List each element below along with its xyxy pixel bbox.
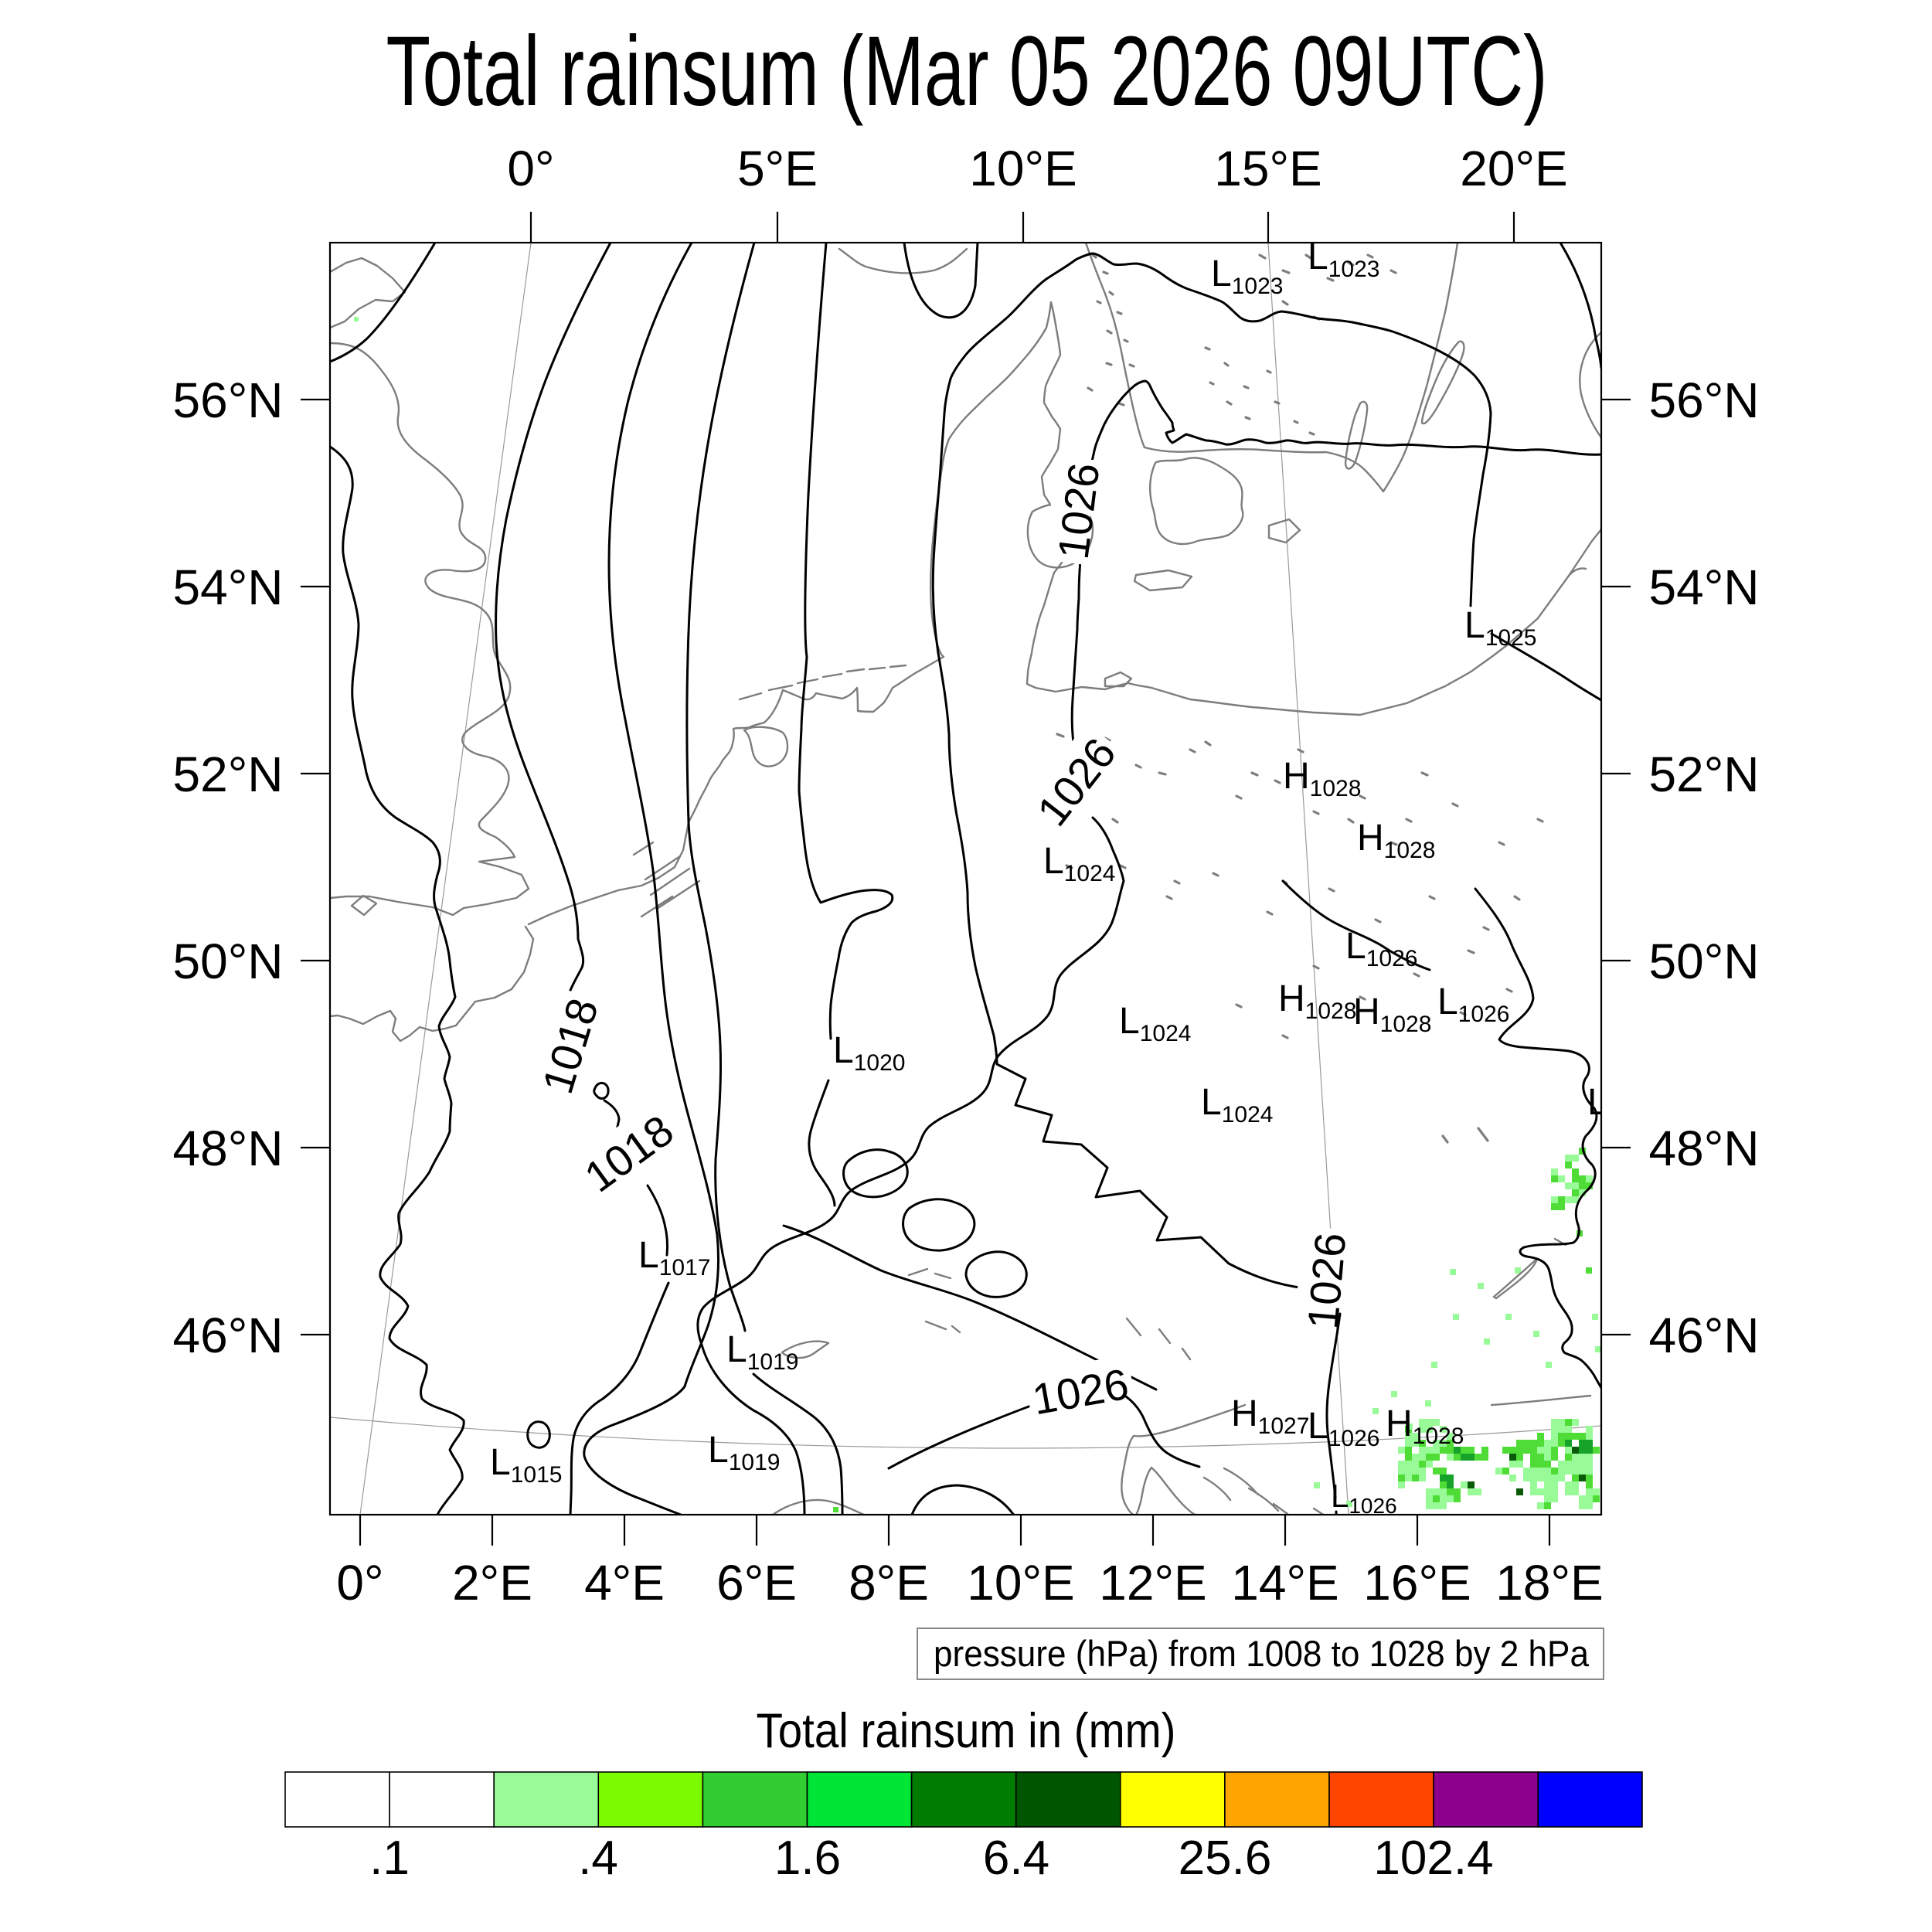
- svg-text:18°E: 18°E: [1495, 1555, 1603, 1611]
- svg-text:1026: 1026: [1298, 1231, 1355, 1332]
- svg-text:pressure (hPa) from 1008 to 10: pressure (hPa) from 1008 to 1028 by 2 hP…: [934, 1633, 1590, 1674]
- svg-text:L1026: L1026: [1331, 1478, 1397, 1518]
- svg-text:46°N: 46°N: [173, 1308, 284, 1363]
- svg-text:L1015: L1015: [490, 1442, 562, 1488]
- svg-text:0°: 0°: [507, 141, 554, 196]
- svg-text:.4: .4: [578, 1832, 618, 1885]
- svg-text:10°E: 10°E: [967, 1555, 1074, 1611]
- svg-text:50°N: 50°N: [1649, 934, 1760, 989]
- svg-text:56°N: 56°N: [173, 372, 284, 428]
- svg-text:20°E: 20°E: [1460, 141, 1567, 196]
- svg-text:0°: 0°: [336, 1555, 383, 1611]
- svg-text:12°E: 12°E: [1099, 1555, 1206, 1611]
- svg-text:54°N: 54°N: [173, 560, 284, 615]
- svg-text:25.6: 25.6: [1179, 1832, 1272, 1885]
- svg-text:L1026: L1026: [1308, 1406, 1379, 1451]
- svg-text:2°E: 2°E: [452, 1555, 532, 1611]
- svg-text:.1: .1: [369, 1832, 410, 1885]
- svg-text:10°E: 10°E: [969, 141, 1077, 196]
- svg-text:6.4: 6.4: [983, 1832, 1049, 1885]
- svg-text:52°N: 52°N: [173, 747, 284, 802]
- svg-text:Total rainsum in (mm): Total rainsum in (mm): [757, 1704, 1176, 1758]
- svg-text:L1024: L1024: [1119, 1001, 1191, 1046]
- svg-text:8°E: 8°E: [849, 1555, 929, 1611]
- svg-text:15°E: 15°E: [1214, 141, 1321, 196]
- svg-text:102.4: 102.4: [1373, 1832, 1493, 1885]
- svg-text:L10: L10: [1587, 1082, 1634, 1128]
- svg-text:5°E: 5°E: [737, 141, 818, 196]
- svg-text:46°N: 46°N: [1649, 1308, 1760, 1363]
- svg-text:6°E: 6°E: [716, 1555, 797, 1611]
- svg-text:52°N: 52°N: [1649, 747, 1760, 802]
- svg-text:1.6: 1.6: [774, 1832, 841, 1885]
- svg-text:50°N: 50°N: [173, 934, 284, 989]
- svg-text:16°E: 16°E: [1363, 1555, 1471, 1611]
- svg-text:48°N: 48°N: [1649, 1121, 1760, 1176]
- svg-text:14°E: 14°E: [1231, 1555, 1338, 1611]
- svg-text:1026: 1026: [1049, 461, 1109, 562]
- svg-text:Total rainsum (Mar 05 2026 09U: Total rainsum (Mar 05 2026 09UTC): [386, 16, 1548, 127]
- svg-text:54°N: 54°N: [1649, 560, 1760, 615]
- svg-text:48°N: 48°N: [173, 1121, 284, 1176]
- svg-text:56°N: 56°N: [1649, 372, 1760, 428]
- svg-text:4°E: 4°E: [584, 1555, 665, 1611]
